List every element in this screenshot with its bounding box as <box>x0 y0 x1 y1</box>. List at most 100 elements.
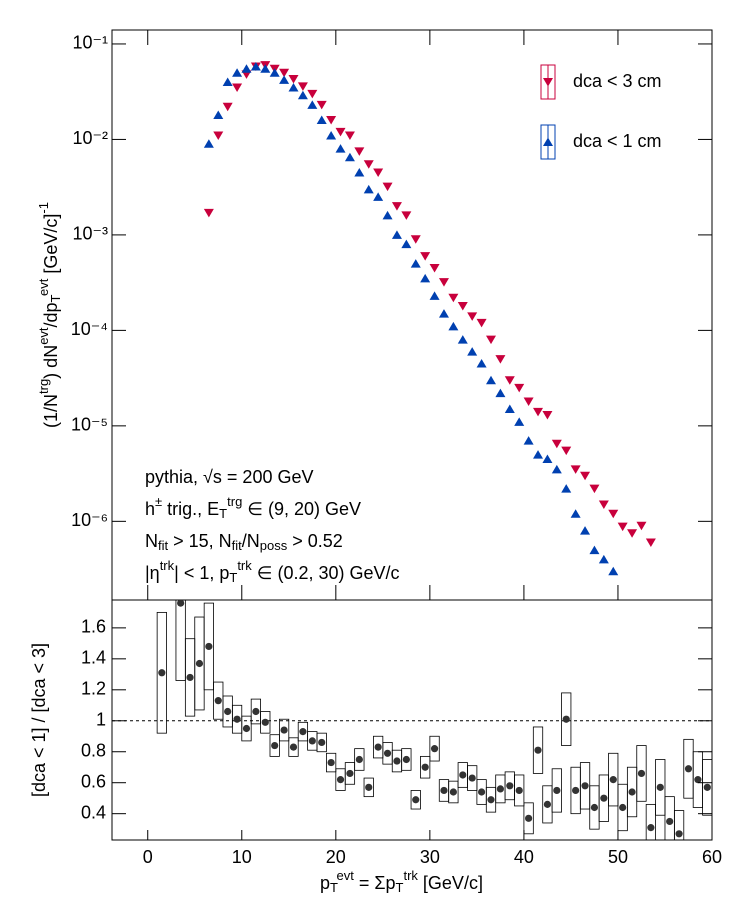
annotation-part: h <box>145 499 155 519</box>
data-point <box>525 814 533 822</box>
data-point <box>326 115 337 125</box>
data-point <box>580 471 591 481</box>
data-point <box>589 484 600 494</box>
data-point <box>307 100 318 109</box>
data-point <box>203 139 214 148</box>
data-point <box>382 182 393 192</box>
x-tick-label: 10 <box>232 847 252 867</box>
data-point <box>457 335 468 344</box>
y-tick-label: 10⁻² <box>72 128 108 148</box>
data-point <box>570 465 581 474</box>
y-tick-label: 1 <box>96 710 106 730</box>
data-point <box>572 786 580 795</box>
data-point <box>402 755 410 764</box>
data-point <box>213 131 224 140</box>
data-point <box>401 239 412 249</box>
data-point <box>561 446 572 456</box>
data-point <box>242 724 251 733</box>
annotation-part: fit <box>232 538 243 553</box>
data-point <box>279 68 290 78</box>
error-box <box>608 752 619 807</box>
y-tick-label: 10⁻⁴ <box>71 319 108 339</box>
data-point <box>476 358 487 368</box>
top-plot <box>203 61 656 576</box>
data-point <box>260 64 271 73</box>
data-point <box>515 786 523 795</box>
data-point <box>496 785 505 793</box>
annotation-part: ∈ (9, 20) GeV <box>242 499 361 519</box>
error-box <box>269 734 280 757</box>
annotation-part: ± <box>155 494 162 509</box>
data-point <box>694 776 702 784</box>
data-point <box>288 74 299 84</box>
data-point <box>429 264 440 273</box>
legend-marker <box>543 78 553 87</box>
data-point <box>429 291 440 300</box>
data-point <box>514 383 525 393</box>
data-point <box>487 796 495 804</box>
y-axis-label-part: trg <box>36 379 51 394</box>
data-point <box>608 509 619 519</box>
data-point <box>533 407 544 417</box>
annotation-part: /N <box>242 531 260 551</box>
legend-label: dca < 1 cm <box>573 131 662 151</box>
x-axis-label-part: T <box>330 880 338 895</box>
error-box <box>551 768 562 813</box>
y-tick-label: 0.4 <box>81 802 106 822</box>
data-point <box>391 202 402 211</box>
data-point <box>581 782 589 790</box>
annotation-part: trk <box>160 558 175 573</box>
data-point <box>542 410 553 420</box>
data-point <box>327 758 335 767</box>
error-box <box>467 765 478 791</box>
error-box <box>401 748 412 771</box>
annotation: |ηtrk| < 1, pTtrk ∈ (0.2, 30) GeV/c <box>145 558 400 585</box>
error-box <box>354 748 365 771</box>
annotation-part: poss <box>260 538 288 553</box>
data-point <box>318 738 326 747</box>
error-box <box>203 602 214 691</box>
annotation: h± trig., ETtrg ∈ (9, 20) GeV <box>145 494 361 521</box>
data-point <box>438 309 449 318</box>
data-point <box>401 211 412 220</box>
data-point <box>224 707 232 716</box>
y-axis-label: [dca < 1] / [dca < 3] <box>29 643 49 797</box>
data-point <box>457 302 468 311</box>
data-point <box>335 127 346 137</box>
data-point <box>580 526 591 535</box>
data-point <box>637 769 646 778</box>
error-box <box>514 774 525 807</box>
y-axis-label-part: evt <box>36 278 51 296</box>
data-point <box>647 824 655 832</box>
data-point <box>430 745 439 753</box>
data-point <box>467 312 478 321</box>
error-box <box>241 715 252 742</box>
error-box <box>673 810 685 840</box>
annotation-part: > 0.52 <box>287 531 343 551</box>
error-box <box>175 600 186 681</box>
data-point <box>523 436 534 445</box>
error-box <box>278 718 290 742</box>
y-tick-label: 10⁻⁶ <box>71 510 108 530</box>
data-point <box>533 450 544 459</box>
data-point <box>542 454 553 463</box>
error-box <box>420 755 431 779</box>
annotation-part: trig., E <box>162 499 219 519</box>
annotation: pythia, √s = 200 GeV <box>145 467 313 487</box>
data-point <box>506 782 514 790</box>
data-point <box>619 803 627 812</box>
data-point <box>561 484 572 493</box>
data-point <box>467 347 478 356</box>
data-point <box>410 235 421 244</box>
annotation: Nfit > 15, Nfit/Nposs > 0.52 <box>145 531 343 554</box>
data-point <box>326 130 337 140</box>
error-box <box>448 780 459 804</box>
y-tick-label: 1.2 <box>81 679 106 699</box>
y-axis-label-part: [dca < 1] / [dca < 3] <box>29 643 49 797</box>
data-point <box>269 68 280 77</box>
data-point <box>410 259 421 268</box>
x-tick-label: 20 <box>326 847 346 867</box>
annotation-part: |η <box>145 563 160 583</box>
annotation-part: pythia, √s = 200 GeV <box>145 467 313 487</box>
data-point <box>476 318 487 328</box>
